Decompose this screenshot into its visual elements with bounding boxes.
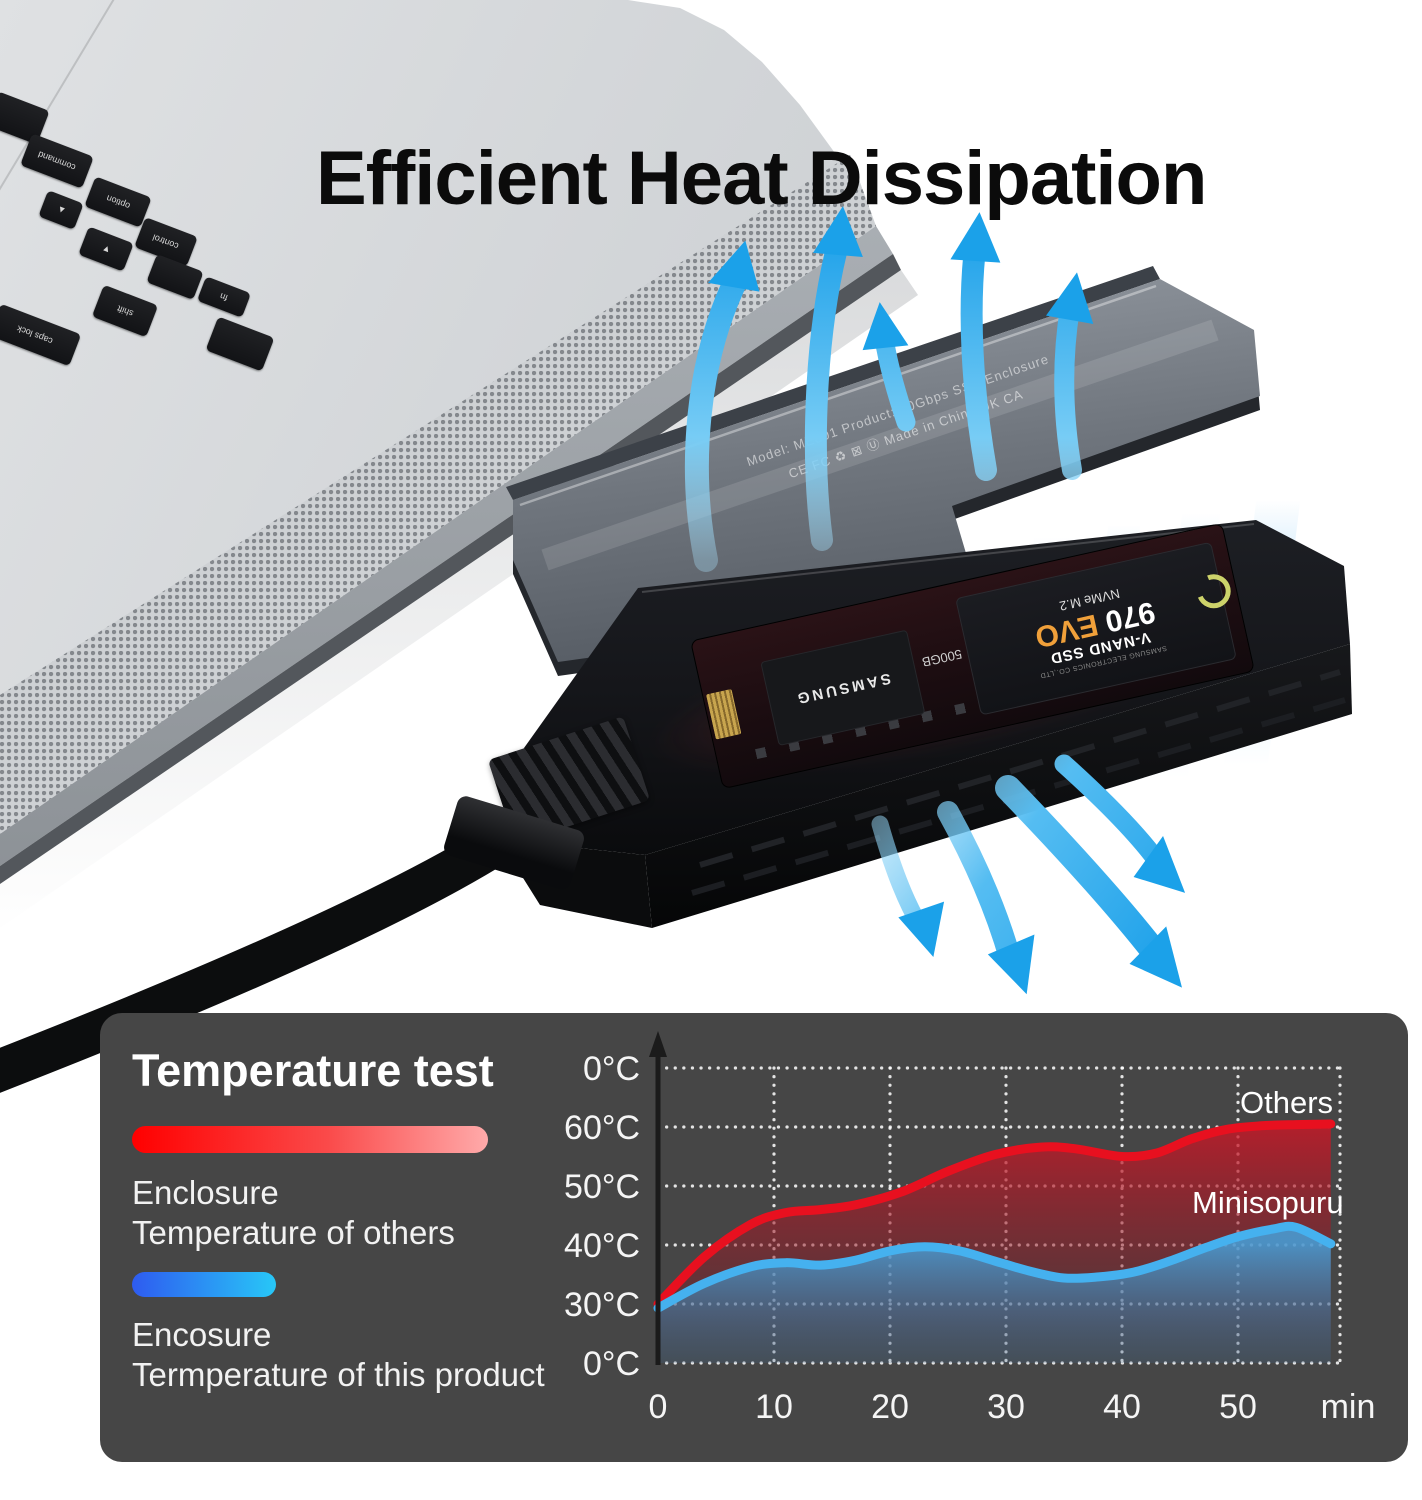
chart-title: Temperature test xyxy=(132,1045,494,1096)
series-label-minisopuru: Minisopuru xyxy=(1192,1185,1344,1220)
y-tick-label: 0°C xyxy=(583,1050,640,1088)
series-line-others xyxy=(653,1119,1336,1309)
y-tick-label: 30°C xyxy=(564,1286,640,1324)
x-tick-label: 40 xyxy=(1103,1388,1141,1426)
y-tick-label: 0°C xyxy=(583,1345,640,1383)
ssd-chip-brand: SAMSUNG xyxy=(793,668,893,707)
y-tick-label: 50°C xyxy=(564,1168,640,1206)
series-line-minisopuru xyxy=(653,1221,1336,1313)
x-tick-label: 0 xyxy=(649,1388,668,1426)
x-tick-label: 50 xyxy=(1219,1388,1257,1426)
x-tick-label: 20 xyxy=(871,1388,909,1426)
y-tick-label: 40°C xyxy=(564,1227,640,1265)
x-axis-unit: min xyxy=(1321,1388,1376,1426)
legend-swatch-others xyxy=(132,1126,488,1153)
page-title: Efficient Heat Dissipation xyxy=(316,135,1207,221)
x-tick-label: 10 xyxy=(755,1388,793,1426)
legend-swatch-this-product xyxy=(132,1272,276,1297)
legend-label-this-product: Encosure Termperature of this product xyxy=(132,1316,545,1394)
temperature-test-panel: 0°C 60°C 50°C 40°C 30°C 0°C 0 10 20 30 40 50 min Othe… xyxy=(100,1013,1408,1462)
x-tick-label: 30 xyxy=(987,1388,1025,1426)
legend-label-others: Enclosure Temperature of others xyxy=(132,1174,455,1252)
series-area-minisopuru xyxy=(658,1226,1331,1363)
y-axis-arrowhead xyxy=(649,1031,667,1057)
temperature-chart: 0°C60°C50°C40°C30°C0°C0 10 20 30 40 50 minOthe… xyxy=(564,1031,1376,1426)
y-tick-label: 60°C xyxy=(564,1109,640,1147)
series-label-others: Others xyxy=(1240,1085,1333,1120)
